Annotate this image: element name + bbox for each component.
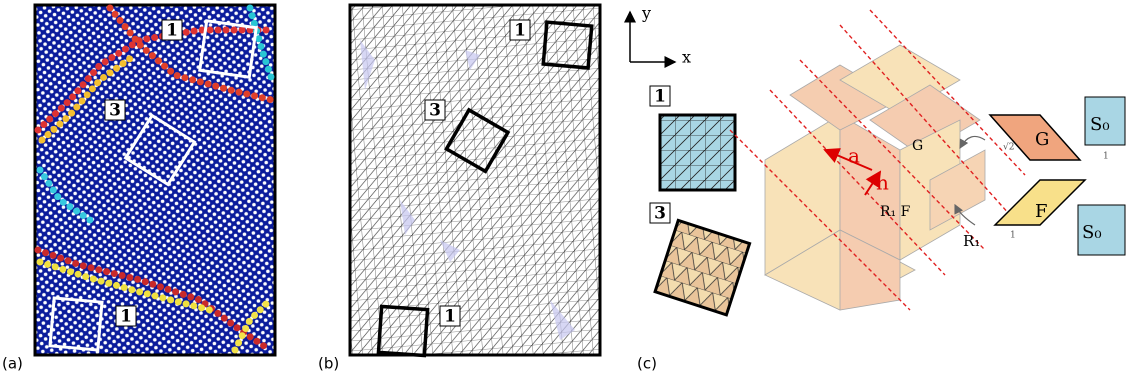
box-label: 3 — [654, 204, 666, 224]
panel-label: (c) — [637, 355, 657, 373]
axis-label: x — [682, 48, 691, 67]
panel-c: y x 1 3 a n G R₁ F R₁ — [630, 4, 1125, 373]
box-label: 1 — [654, 87, 666, 107]
vector-label: a — [848, 144, 860, 168]
panel-b: 1 3 1 (b) — [318, 5, 600, 373]
vector-label: n — [876, 171, 889, 195]
cell-tick: √2 — [1003, 142, 1014, 153]
box-label: 1 — [166, 21, 178, 41]
cell-tick: 1 — [1010, 231, 1016, 241]
box-label: 3 — [429, 101, 441, 121]
cell-label: S₀ — [1090, 114, 1110, 135]
box-label: 1 — [514, 21, 526, 41]
surface-label: G — [912, 138, 923, 154]
cell-label: S₀ — [1082, 222, 1102, 243]
panel-label: (b) — [318, 355, 339, 373]
inset-cell — [660, 115, 735, 190]
surface-label: R₁ — [963, 232, 980, 250]
box-label: 1 — [120, 307, 132, 327]
cell-label: G — [1035, 129, 1049, 150]
panel-label: (a) — [2, 355, 23, 373]
folded-surface — [765, 45, 985, 310]
surface-label: R₁ F — [880, 204, 911, 220]
inset-cell — [655, 220, 750, 315]
cell-tick: 1 — [1103, 152, 1109, 162]
panel-a: 1 3 1 (a) — [2, 5, 275, 373]
box-label: 1 — [444, 307, 456, 327]
cell-label: F — [1035, 201, 1048, 222]
pointer-arrow — [960, 136, 985, 148]
figure: 1 3 1 (a) 1 3 1 (b) y x 1 3 — [0, 0, 1128, 379]
box-label: 3 — [109, 101, 121, 121]
axis-label: y — [641, 4, 651, 23]
